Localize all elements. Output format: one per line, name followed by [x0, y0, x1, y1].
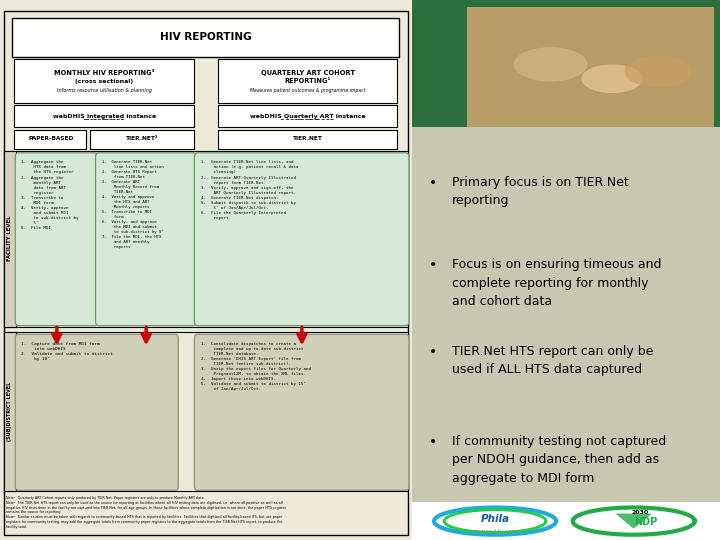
Text: •: •: [429, 258, 437, 272]
Text: 1.  Generate TIER.Net line lists, and
     action (e.g. patient recall & data
  : 1. Generate TIER.Net line lists, and act…: [201, 160, 298, 220]
Bar: [4, 332, 408, 491]
FancyArrowPatch shape: [298, 327, 306, 342]
Text: Inspired to care: Inspired to care: [474, 529, 516, 534]
Text: PAPER-BASED: PAPER-BASED: [28, 136, 73, 141]
Text: Focus is on ensuring timeous and
complete reporting for monthly
and cohort data: Focus is on ensuring timeous and complet…: [452, 258, 662, 308]
Text: •: •: [429, 176, 437, 190]
Text: webDHIS ̲i̲n̲t̲e̲g̲r̲a̲t̲e̲d̲ instance: webDHIS ̲i̲n̲t̲e̲g̲r̲a̲t̲e̲d̲ instance: [53, 113, 156, 119]
Text: Note¹  Quarterly ART Cohort reports only produced by TIER.Net. Paper registers a: Note¹ Quarterly ART Cohort reports only …: [6, 496, 287, 529]
Text: •: •: [429, 345, 437, 359]
Bar: [467, 7, 714, 136]
FancyBboxPatch shape: [194, 153, 409, 326]
Text: (SUB)DISTRICT LEVEL: (SUB)DISTRICT LEVEL: [7, 382, 12, 441]
Polygon shape: [615, 514, 652, 529]
FancyBboxPatch shape: [12, 18, 400, 57]
Text: MONTHLY HIV REPORTING³: MONTHLY HIV REPORTING³: [54, 70, 155, 76]
Bar: [4, 332, 16, 491]
Circle shape: [581, 64, 643, 93]
Text: If community testing not captured
per NDOH guidance, then add as
aggregate to MD: If community testing not captured per ND…: [452, 435, 666, 484]
Text: 1.  Generate TIER.Net
     line lists and action
2.  Generate HTS Report
     fr: 1. Generate TIER.Net line lists and acti…: [102, 160, 163, 249]
Text: 1.  Consolidate dispatches to create a
     complete and up-to-date sub-district: 1. Consolidate dispatches to create a co…: [201, 342, 310, 392]
Text: HIV REPORTING: HIV REPORTING: [160, 32, 252, 42]
FancyBboxPatch shape: [194, 334, 409, 490]
Bar: [467, 7, 714, 136]
Text: Measures patient outcomes & programme impact: Measures patient outcomes & programme im…: [251, 87, 366, 93]
FancyArrowPatch shape: [53, 327, 60, 342]
FancyBboxPatch shape: [218, 59, 397, 103]
Text: (cross sectional): (cross sectional): [75, 78, 133, 84]
Bar: [4, 151, 408, 327]
Text: webDHIS ̲Q̲u̲a̲r̲t̲e̲r̲l̲y̲ ̲A̲R̲T̲ instance: webDHIS ̲Q̲u̲a̲r̲t̲e̲r̲l̲y̲ ̲A̲R̲T̲ inst…: [250, 113, 366, 119]
FancyBboxPatch shape: [14, 130, 86, 148]
Text: NDP: NDP: [634, 517, 657, 527]
FancyBboxPatch shape: [14, 59, 194, 103]
Text: 1.  Aggregate the
     HTS data from
     the HTS register
2.  Aggregate the
   : 1. Aggregate the HTS data from the HTS r…: [22, 160, 79, 230]
Text: TIER.NET²: TIER.NET²: [125, 136, 158, 141]
Text: TIER.Net HTS report can only be
used if ALL HTS data captured: TIER.Net HTS report can only be used if …: [452, 345, 653, 376]
FancyBboxPatch shape: [96, 153, 197, 326]
FancyArrowPatch shape: [143, 327, 150, 342]
FancyBboxPatch shape: [218, 105, 397, 127]
Text: REPORTING¹: REPORTING¹: [285, 78, 331, 84]
FancyBboxPatch shape: [90, 130, 194, 148]
Text: •: •: [429, 435, 437, 449]
Text: Phila: Phila: [480, 514, 510, 524]
Circle shape: [513, 47, 588, 82]
Text: TIER.NET: TIER.NET: [293, 136, 323, 141]
Text: Primary focus is on TIER.Net
reporting: Primary focus is on TIER.Net reporting: [452, 176, 629, 207]
Circle shape: [624, 56, 692, 87]
Text: 1.  Capture date from MDI form
     into webDHIS
2.  Validate and submit to dist: 1. Capture date from MDI form into webDH…: [22, 342, 113, 361]
Text: Informs resource utilisation & planning: Informs resource utilisation & planning: [57, 87, 152, 93]
FancyBboxPatch shape: [15, 334, 179, 490]
Text: HIV Data Flow: HIV Data Flow: [495, 154, 637, 172]
FancyBboxPatch shape: [15, 153, 98, 326]
FancyBboxPatch shape: [218, 130, 397, 148]
Text: 2030: 2030: [631, 510, 649, 515]
Bar: [4, 151, 16, 327]
Text: FACILITY LEVEL: FACILITY LEVEL: [7, 216, 12, 261]
FancyBboxPatch shape: [14, 105, 194, 127]
Text: QUARTERLY ART COHORT: QUARTERLY ART COHORT: [261, 70, 355, 76]
